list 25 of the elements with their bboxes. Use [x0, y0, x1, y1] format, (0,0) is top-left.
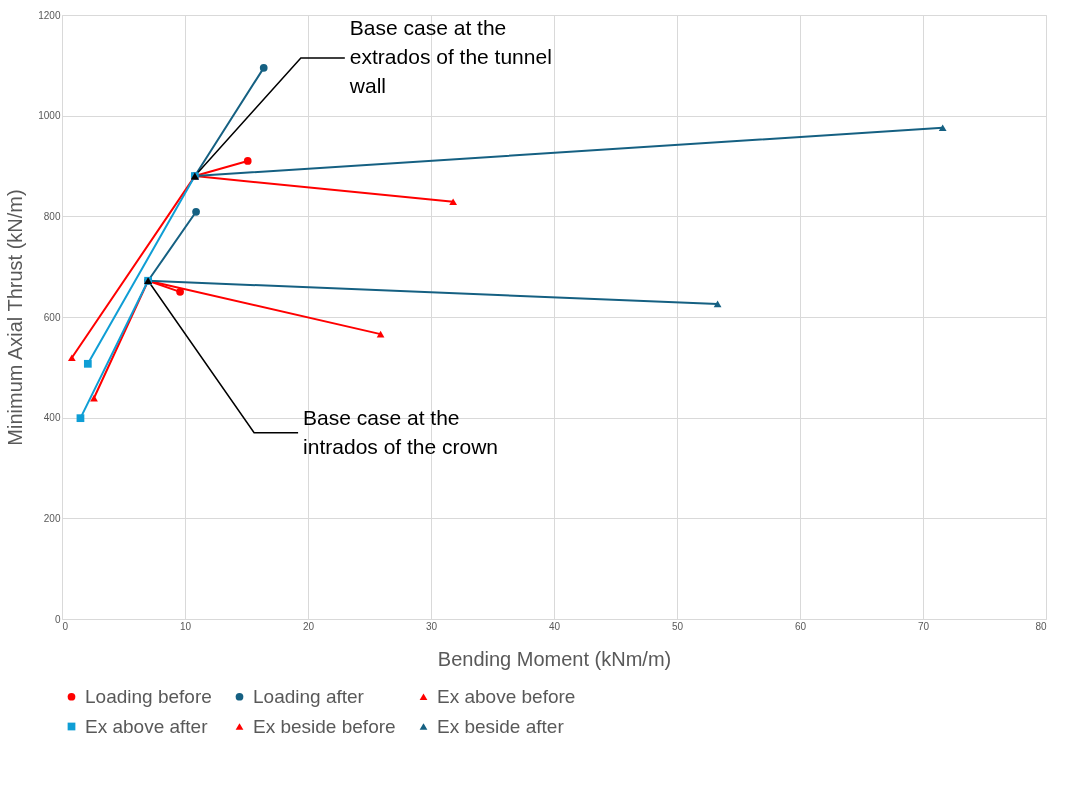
x-axis-title: Bending Moment (kNm/m): [437, 647, 672, 670]
x-tick-label: 40: [548, 620, 561, 632]
legend-label: Loading after: [253, 685, 365, 707]
y-tick-label: 1000: [38, 110, 61, 122]
x-tick-label: 60: [794, 620, 807, 632]
legend-label: Ex beside before: [253, 715, 396, 737]
legend-label: Ex beside after: [437, 715, 565, 737]
y-axis-title: Minimum Axial Thrust (kN/m): [4, 189, 27, 446]
legend-label: Loading before: [85, 685, 212, 707]
y-tick-label: 800: [43, 210, 61, 222]
x-tick-label: 20: [302, 620, 315, 632]
y-tick-label: 1200: [38, 9, 61, 21]
y-tick-label: 200: [43, 512, 61, 524]
annotation: Base case at the extrados of the tunnel wall: [348, 16, 552, 98]
x-tick-label: 80: [1035, 620, 1047, 632]
legend-label: Ex above before: [437, 685, 576, 707]
x-tick-label: 70: [917, 620, 930, 632]
x-tick-label: 0: [62, 620, 69, 632]
x-tick-label: 50: [671, 620, 684, 632]
y-tick-label: 600: [43, 311, 61, 323]
x-tick-label: 30: [425, 620, 438, 632]
annotation: Base case at the intrados of the crown: [303, 405, 499, 458]
y-tick-label: 400: [43, 412, 61, 424]
legend-label: Ex above after: [85, 715, 209, 737]
x-tick-label: 10: [179, 620, 192, 632]
